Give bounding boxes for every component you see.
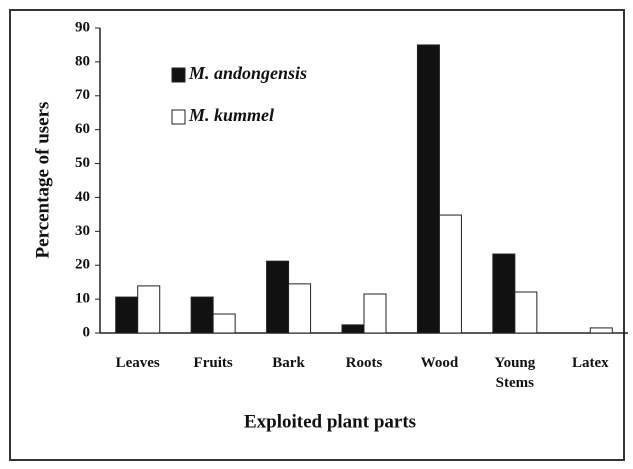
y-tick-label: 10 (75, 291, 90, 307)
y-axis-title: Percentage of users (32, 102, 53, 259)
x-tick-label: Leaves (115, 355, 160, 371)
x-tick-label: Fruits (193, 355, 233, 371)
bar (416, 44, 440, 334)
frame (9, 9, 625, 461)
legend-label: M. kummel (188, 105, 274, 125)
x-tick-label: Latex (571, 355, 609, 371)
bar (115, 296, 139, 334)
y-tick-label: 20 (75, 257, 90, 273)
bar (492, 253, 516, 334)
bar (438, 214, 462, 334)
y-tick-label: 90 (75, 19, 90, 35)
x-tick-label: Wood (420, 355, 459, 371)
legend-swatch (171, 109, 186, 125)
y-tick-label: 40 (75, 189, 90, 205)
bar (363, 293, 387, 334)
y-tick-label: 60 (75, 121, 90, 137)
bar (589, 327, 613, 334)
x-tick-label: Roots (345, 355, 383, 371)
bar (288, 283, 312, 334)
y-tick-label: 0 (83, 324, 91, 340)
bar (190, 296, 214, 334)
x-axis-title: Exploited plant parts (244, 411, 416, 432)
y-tick-label: 70 (75, 87, 90, 103)
legend-swatch (171, 67, 186, 83)
bar (266, 260, 290, 334)
bar (514, 291, 538, 334)
y-tick-label: 50 (75, 155, 90, 171)
bar (341, 324, 365, 334)
bar (137, 285, 161, 334)
legend-label: M. andongensis (188, 63, 307, 83)
x-tick-label: Young Stems (494, 355, 536, 391)
y-tick-label: 30 (75, 223, 90, 239)
y-tick-label: 80 (75, 53, 90, 69)
x-tick-label: Bark (272, 355, 305, 371)
bar (212, 313, 236, 334)
